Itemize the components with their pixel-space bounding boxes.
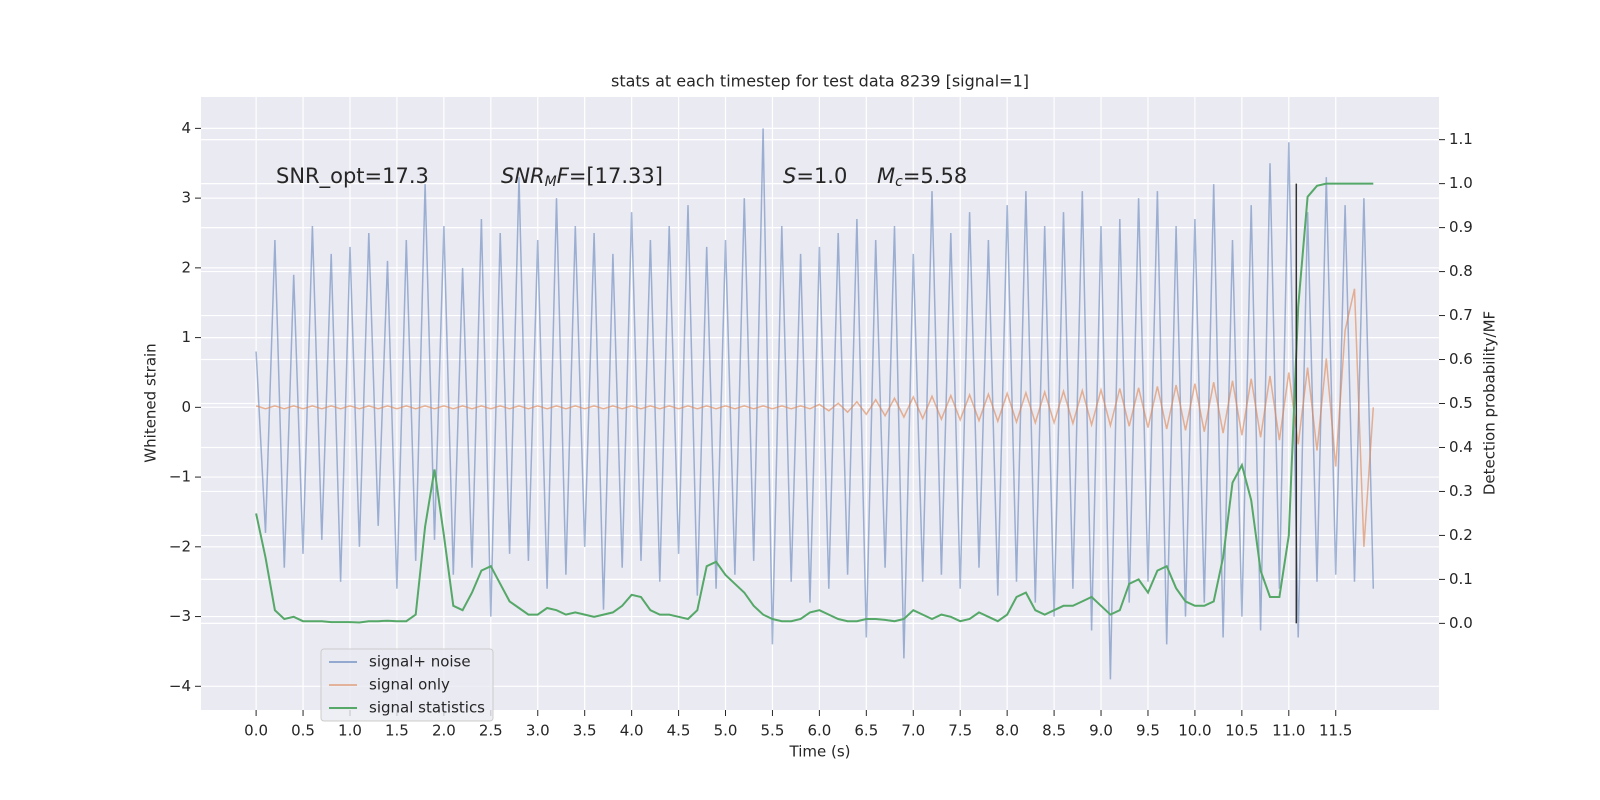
x-tick-label: 7.0 [901, 722, 925, 740]
x-tick-label: 6.0 [807, 722, 831, 740]
y2-tick-label: 0.2 [1449, 526, 1473, 544]
annotation-part: SNR_opt=17.3 [276, 164, 429, 189]
legend: signal+ noise signal only signal statistic… [320, 648, 494, 722]
x-tick-label: 0.5 [291, 722, 315, 740]
y-tick-label: 3 [181, 189, 191, 207]
x-tick-label: 10.5 [1225, 722, 1258, 740]
y-tick-label: 2 [181, 258, 191, 276]
x-tick-label: 8.0 [995, 722, 1019, 740]
x-tick-label: 8.5 [1042, 722, 1066, 740]
annotation-part: S [783, 164, 796, 188]
y2-tick-label: 0.9 [1449, 218, 1473, 236]
marks [255, 128, 1375, 680]
y2-axis-label: Detection probability/MF [1481, 311, 1499, 495]
x-tick-label: 5.0 [714, 722, 738, 740]
series-line [255, 128, 1375, 680]
legend-label: signal only [369, 676, 450, 694]
x-tick-label: 3.5 [573, 722, 597, 740]
x-tick-label: 11.0 [1272, 722, 1305, 740]
annotation-part: =[17.33] [569, 164, 663, 188]
annotation: S=1.0 [783, 164, 847, 188]
y2-tick-label: 0.0 [1449, 614, 1473, 632]
x-tick-label: 10.0 [1178, 722, 1211, 740]
x-tick-label: 4.5 [667, 722, 691, 740]
y2-tick-label: 0.8 [1449, 262, 1473, 280]
y-axis-label: Whitened strain [142, 343, 160, 462]
x-tick-label: 1.5 [385, 722, 409, 740]
y2-tick-label: 0.6 [1449, 350, 1473, 368]
annotation-part: =1.0 [796, 164, 847, 188]
x-tick-label: 9.0 [1089, 722, 1113, 740]
y-tick-label: 4 [181, 119, 191, 137]
y-tick-label: −1 [169, 468, 191, 486]
y-tick-label: −3 [169, 607, 191, 625]
x-tick-label: 9.5 [1136, 722, 1160, 740]
annotation-part: =5.58 [903, 164, 967, 188]
y2-tick-label: 1.1 [1449, 130, 1473, 148]
annotation-part: c [895, 174, 903, 190]
y-tick-label: 0 [181, 398, 191, 416]
y-tick-label: 1 [181, 328, 191, 346]
y2-tick-label: 0.4 [1449, 438, 1473, 456]
series-line [255, 182, 1374, 624]
y-tick-label: −2 [169, 537, 191, 555]
annotation-part: F [557, 164, 570, 188]
legend-label: signal+ noise [369, 653, 471, 671]
x-tick-label: 2.5 [479, 722, 503, 740]
x-tick-label: 3.0 [526, 722, 550, 740]
legend-label: signal statistics [369, 699, 485, 717]
annotation: Mc=5.58 [877, 164, 967, 190]
x-tick-label: 7.5 [948, 722, 972, 740]
y-tick-label: −4 [169, 677, 191, 695]
annotation: SNRMF=[17.33] [501, 164, 663, 190]
y2-tick-label: 0.3 [1449, 482, 1473, 500]
x-tick-label: 11.5 [1319, 722, 1352, 740]
annotation-part: SNR [501, 164, 545, 188]
x-tick-label: 5.5 [761, 722, 785, 740]
annotations: SNR_opt=17.3 SNRMF=[17.33] S=1.0 Mc=5.58 [276, 164, 967, 190]
annotation-part: M [877, 164, 895, 188]
legend-box [320, 648, 494, 722]
chart-title: stats at each timestep for test data 823… [611, 72, 1029, 91]
x-tick-label: 0.0 [244, 722, 268, 740]
series-line [255, 288, 1375, 547]
x-axis-label: Time (s) [789, 743, 851, 761]
y2-tick-label: 0.7 [1449, 306, 1473, 324]
annotation: SNR_opt=17.3 [276, 164, 429, 189]
annotation-part: M [545, 174, 557, 190]
x-tick-label: 2.0 [432, 722, 456, 740]
y2-tick-label: 0.1 [1449, 570, 1473, 588]
x-tick-label: 1.0 [338, 722, 362, 740]
y2-tick-label: 1.0 [1449, 174, 1473, 192]
x-tick-label: 6.5 [854, 722, 878, 740]
y2-tick-label: 0.5 [1449, 394, 1473, 412]
x-tick-label: 4.0 [620, 722, 644, 740]
